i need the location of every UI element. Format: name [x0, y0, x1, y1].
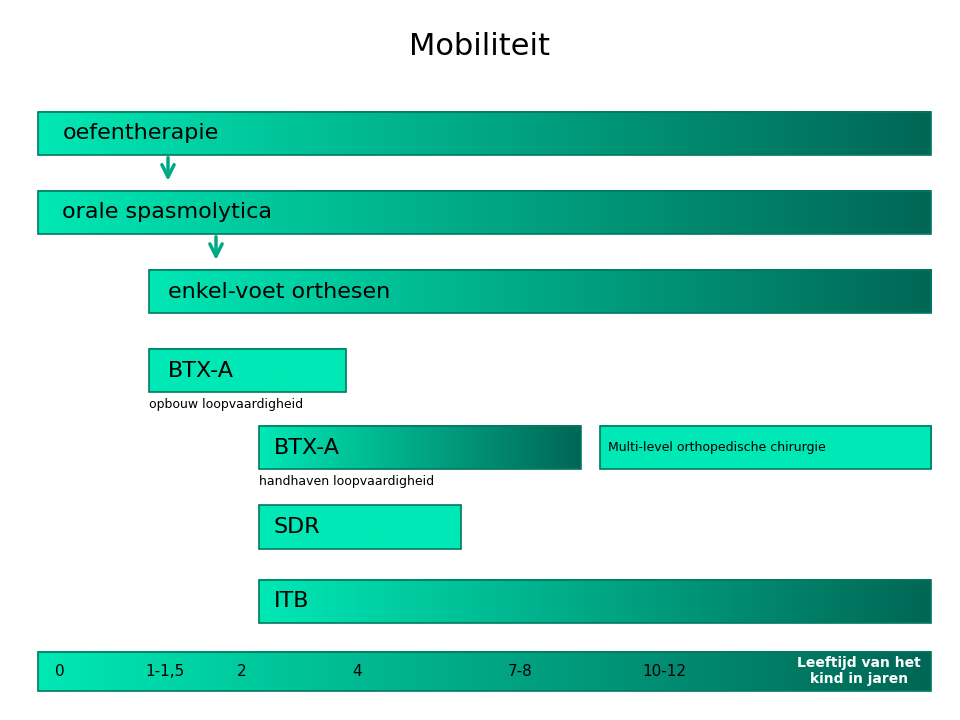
Text: SDR: SDR — [274, 517, 321, 537]
Bar — [38, 112, 931, 155]
Text: ITB: ITB — [274, 591, 309, 611]
Bar — [38, 652, 931, 691]
Text: Leeftijd van het
kind in jaren: Leeftijd van het kind in jaren — [798, 657, 921, 686]
Text: BTX-A: BTX-A — [168, 361, 234, 381]
Bar — [149, 349, 346, 392]
Text: 10-12: 10-12 — [642, 664, 686, 679]
Text: 7-8: 7-8 — [508, 664, 533, 679]
Text: 0: 0 — [55, 664, 64, 679]
Text: Multi-level orthopedische chirurgie: Multi-level orthopedische chirurgie — [608, 441, 826, 454]
Text: Mobiliteit: Mobiliteit — [410, 32, 550, 61]
Text: 4: 4 — [352, 664, 362, 679]
Bar — [38, 191, 931, 234]
Text: opbouw loopvaardigheid: opbouw loopvaardigheid — [149, 398, 303, 411]
Text: BTX-A: BTX-A — [274, 438, 340, 458]
Text: orale spasmolytica: orale spasmolytica — [62, 202, 273, 222]
Text: oefentherapie: oefentherapie — [62, 123, 219, 143]
Text: enkel-voet orthesen: enkel-voet orthesen — [168, 282, 391, 302]
Bar — [259, 426, 581, 469]
Bar — [149, 270, 931, 313]
Text: 2: 2 — [237, 664, 247, 679]
Bar — [259, 505, 461, 549]
Text: 1-1,5: 1-1,5 — [146, 664, 184, 679]
Text: handhaven loopvaardigheid: handhaven loopvaardigheid — [259, 475, 434, 488]
Bar — [600, 426, 931, 469]
Bar — [259, 580, 931, 623]
